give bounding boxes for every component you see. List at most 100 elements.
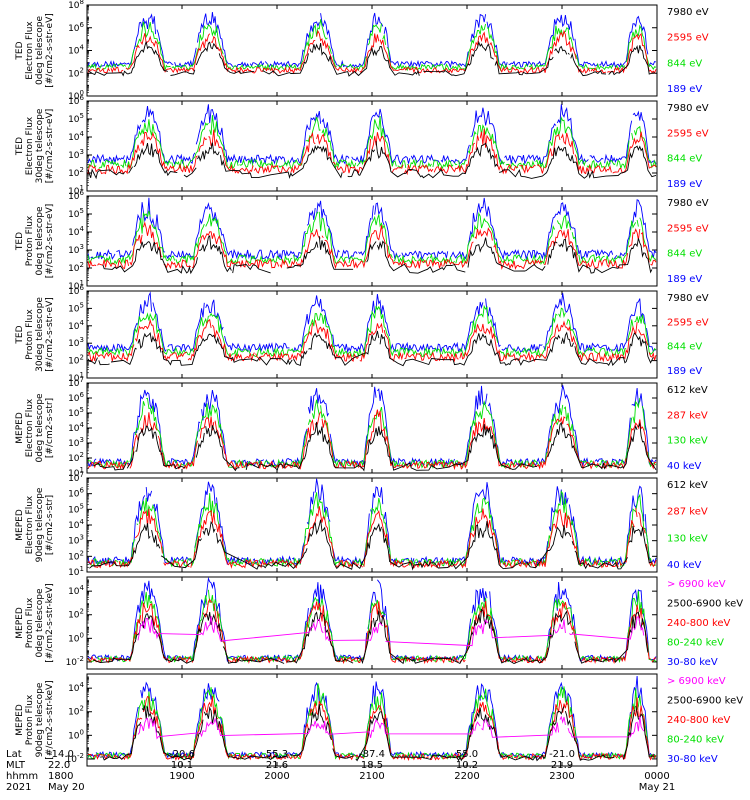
mlt-value: 21.9 (551, 760, 573, 771)
y-tick-label: 103 (68, 534, 84, 547)
y-tick-label: 100 (68, 728, 84, 741)
flux-trace (87, 291, 657, 354)
legend-entry: 844 eV (667, 342, 702, 353)
y-axis-title: TEDProton Flux0deg telescope[#/cm2-s-str… (15, 204, 55, 279)
flux-trace (87, 385, 657, 468)
lat-value: 55.0 (456, 749, 478, 760)
panel-frame (86, 195, 658, 287)
flux-trace (87, 19, 657, 72)
legend-entry: 30-80 keV (667, 754, 718, 765)
y-axis-title: TEDProton Flux30deg telescope[#/cm2-s-st… (15, 297, 55, 372)
flux-trace (93, 421, 657, 472)
flux-trace (87, 141, 657, 180)
legend-entry: 240-800 keV (667, 618, 731, 629)
legend-entry: 130 keV (667, 436, 708, 447)
y-axis-title: MEPEDElectron Flux90deg telescope[#/cm2-… (15, 487, 55, 562)
y-axis-title: TEDElectron Flux30deg telescope[#/cm2-s-… (15, 108, 55, 183)
legend-entry: 40 keV (667, 560, 701, 571)
legend-entry: > 6900 keV (667, 676, 726, 687)
y-tick-label: 103 (68, 436, 84, 449)
mlt-value: 21.6 (266, 760, 288, 771)
y-tick-label: 104 (68, 518, 84, 531)
date-value: May 20 (48, 782, 85, 793)
hhmm-value: 2300 (549, 771, 574, 782)
mlt-value: 22.0 (48, 760, 70, 771)
flux-trace (137, 715, 645, 740)
flux-trace (87, 478, 657, 567)
legend-entry: 844 eV (667, 249, 702, 260)
y-tick-label: 103 (68, 336, 84, 349)
y-tick-label: 104 (68, 319, 84, 332)
panel-frame (86, 290, 658, 379)
legend-entry: 612 keV (667, 385, 708, 396)
hhmm-value: 0000 (644, 771, 669, 782)
mlt-value: 10.2 (456, 760, 478, 771)
y-tick-label: 105 (68, 301, 84, 314)
y-tick-label: 101 (68, 565, 84, 578)
legend-entry: 7980 eV (667, 198, 709, 209)
flux-trace (87, 506, 657, 569)
flux-trace (87, 330, 654, 367)
y-tick-label: 105 (68, 406, 84, 419)
flux-trace (87, 40, 655, 77)
legend-entry: 189 eV (667, 366, 702, 377)
y-tick-label: 106 (68, 487, 84, 500)
axis-row-label: hhmm (6, 771, 38, 782)
flux-trace (87, 683, 657, 761)
hhmm-value: 2200 (454, 771, 479, 782)
flux-trace (87, 29, 657, 75)
flux-trace (87, 210, 657, 266)
flux-trace (87, 128, 657, 176)
date-value: May 21 (639, 782, 676, 793)
y-tick-label: 102 (68, 354, 84, 367)
legend-entry: 2595 eV (667, 33, 709, 44)
y-tick-label: 103 (68, 148, 84, 161)
y-tick-label: 106 (68, 21, 84, 34)
legend-entry: 189 eV (667, 179, 702, 190)
lat-value: -87.4 (359, 749, 385, 760)
legend-entry: 287 keV (667, 507, 708, 518)
y-tick-label: 102 (68, 66, 84, 79)
y-tick-label: 104 (68, 584, 84, 597)
legend-entry: 30-80 keV (667, 657, 718, 668)
y-tick-label: 103 (68, 243, 84, 256)
y-tick-label: 102 (68, 261, 84, 274)
flux-trace (87, 104, 657, 166)
legend-entry: 7980 eV (667, 103, 709, 114)
y-tick-label: 104 (68, 130, 84, 143)
legend-entry: 80-240 keV (667, 735, 724, 746)
y-tick-label: 102 (68, 549, 84, 562)
mlt-value: 18.5 (361, 760, 383, 771)
legend-entry: 2595 eV (667, 317, 709, 328)
y-tick-label: 104 (68, 44, 84, 57)
legend-entry: 80-240 keV (667, 638, 724, 649)
axis-row-label: MLT (6, 760, 26, 771)
y-axis-title: MEPEDElectron Flux0deg telescope[#/cm2-s… (15, 393, 55, 463)
lat-value: -14.0 (48, 749, 74, 760)
y-tick-label: 108 (68, 0, 84, 11)
legend-entry: 287 keV (667, 410, 708, 421)
y-tick-label: 105 (68, 207, 84, 220)
flux-trace (87, 318, 657, 363)
legend-entry: 240-800 keV (667, 715, 731, 726)
y-axis-title: MEPEDProton Flux0deg telescope[#/cm2-s-s… (15, 583, 55, 662)
y-axis-title: MEPEDProton Flux90deg telescope[#/cm2-s-… (15, 680, 55, 759)
y-tick-label: 105 (68, 112, 84, 125)
y-axis-title: TEDElectron Flux0deg telescope[#/cm2-s-s… (15, 13, 55, 88)
legend-entry: 844 eV (667, 58, 702, 69)
legend-entry: 130 keV (667, 533, 708, 544)
legend-entry: 7980 eV (667, 7, 709, 18)
legend-entry: 7980 eV (667, 293, 709, 304)
y-tick-label: 102 (68, 705, 84, 718)
y-tick-label: 104 (68, 421, 84, 434)
lat-value: 55.3 (266, 749, 288, 760)
flux-panel-7: 10-2 100 102 104 MEPEDProton Flux0deg telesc… (15, 576, 743, 670)
y-tick-label: 104 (68, 681, 84, 694)
flux-trace (137, 615, 645, 647)
flux-trace (89, 519, 653, 571)
axis-row-label: 2021 (6, 782, 31, 793)
